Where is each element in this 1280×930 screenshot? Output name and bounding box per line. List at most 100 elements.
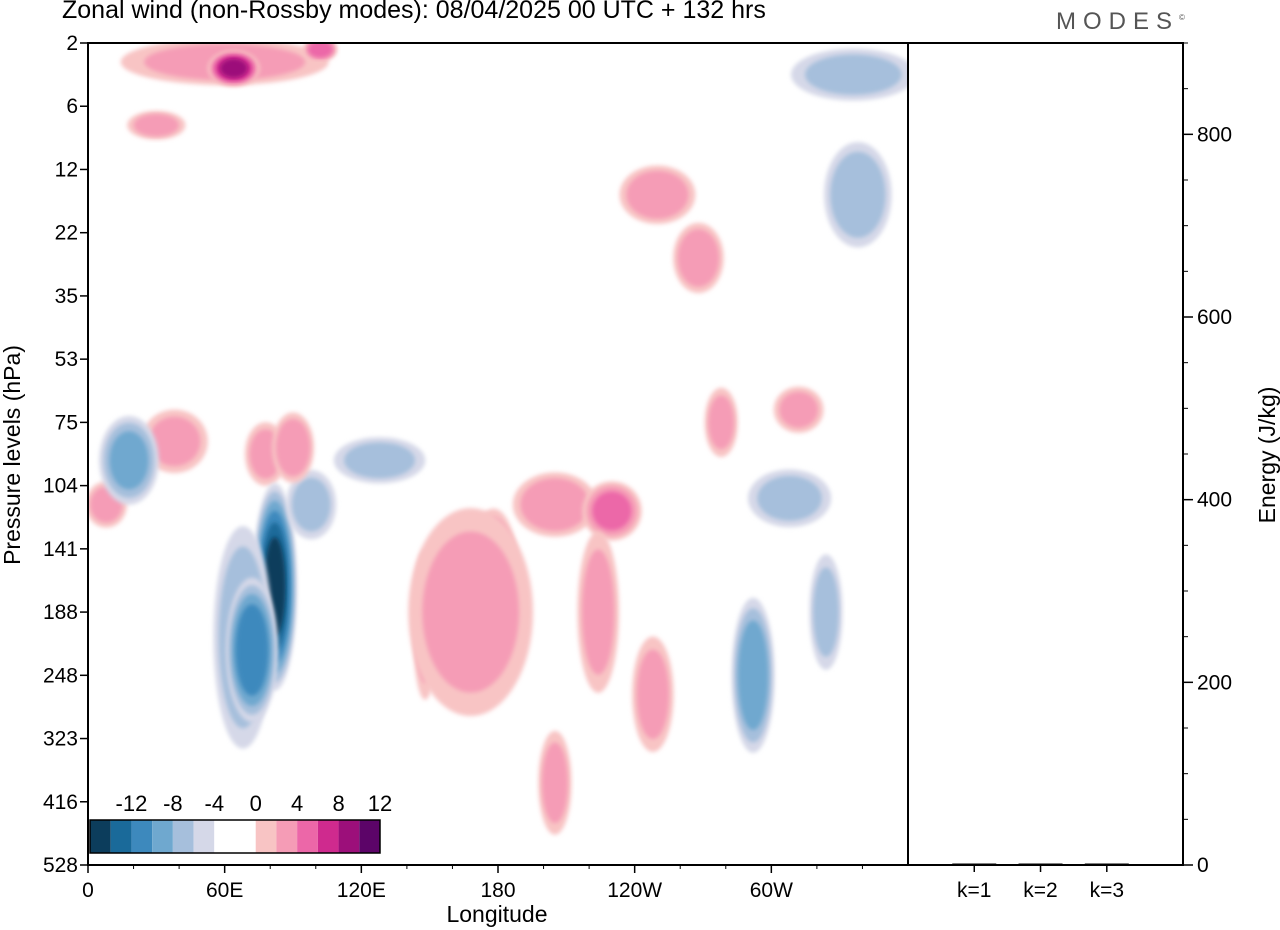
- colorbar-swatch: [297, 820, 318, 853]
- energy-panel: 0 200 400 600 800 k=1 k=2 k=3: [952, 42, 1232, 902]
- x-tick-label: 60W: [750, 879, 793, 902]
- colorbar-label: 12: [368, 791, 392, 816]
- colorbar: -12 -8 -4 0 4 8 12: [89, 791, 392, 854]
- colorbar-swatch: [110, 820, 132, 853]
- y-axis: 2 6 12 22 35 53 75 104 141 188 248 323 416 528: [43, 32, 88, 877]
- contour-level: [592, 491, 632, 531]
- brand-logo: MODES©: [1056, 8, 1185, 35]
- contour-level: [830, 151, 886, 238]
- colorbar-swatch: [255, 820, 277, 853]
- wind-anomaly-blob: [99, 415, 159, 505]
- energy-bar: [1084, 863, 1129, 865]
- contour-level: [737, 620, 769, 731]
- contour-level: [708, 395, 735, 450]
- y-tick-label: 323: [43, 728, 78, 751]
- energy-tick-label: 0: [1197, 854, 1209, 877]
- wind-anomaly-blob: [790, 48, 908, 101]
- y-tick-label: 104: [43, 475, 78, 498]
- wind-anomaly-blob: [731, 597, 775, 753]
- contour-level: [275, 418, 311, 477]
- wind-anomaly-blob: [512, 472, 598, 537]
- energy-tick-label: 200: [1197, 671, 1232, 694]
- y-tick-label: 22: [55, 222, 78, 245]
- colorbar-swatch: [338, 820, 360, 853]
- contour-level: [779, 391, 818, 428]
- contour-level: [677, 229, 720, 287]
- colorbar-label: -12: [116, 791, 148, 816]
- y-tick-label: 6: [66, 95, 78, 118]
- energy-bar: [952, 863, 997, 865]
- contour-level: [520, 478, 590, 531]
- wind-anomaly-blob: [582, 481, 642, 541]
- contour-level: [582, 549, 615, 675]
- y-tick-label: 35: [55, 285, 78, 308]
- contour-level: [220, 58, 248, 78]
- main-plot-frame: [87, 42, 909, 866]
- wind-field: [88, 43, 908, 835]
- colorbar-label: 4: [291, 791, 303, 816]
- chart-title: Zonal wind (non-Rossby modes): 08/04/202…: [62, 0, 766, 24]
- wind-anomaly-blob: [824, 142, 892, 248]
- contour-level: [422, 531, 519, 693]
- colorbar-swatch: [235, 820, 256, 853]
- wind-anomaly-blob: [303, 43, 338, 62]
- colorbar-label: -4: [205, 791, 225, 816]
- colorbar-swatch: [90, 820, 111, 853]
- wind-anomaly-blob: [207, 50, 260, 87]
- wind-anomaly-blob: [747, 469, 832, 528]
- y-tick-label: 416: [43, 791, 78, 814]
- y-tick-label: 75: [55, 411, 78, 434]
- wind-anomaly-blob: [127, 110, 186, 140]
- contour-level: [109, 431, 149, 490]
- wind-anomaly-blob: [704, 387, 738, 458]
- energy-category-label: k=1: [957, 879, 991, 902]
- energy-category-label: k=2: [1023, 879, 1057, 902]
- energy-tick-label: 800: [1197, 123, 1232, 146]
- y-tick-label: 12: [55, 158, 78, 181]
- contour-level: [805, 54, 902, 95]
- contour-level: [235, 604, 269, 696]
- y-axis-title: Pressure levels (hPa): [0, 345, 25, 565]
- wind-anomaly-blob: [773, 386, 824, 433]
- colorbar-swatch: [172, 820, 194, 853]
- x-tick-label: 180: [480, 879, 515, 902]
- contour-level: [542, 742, 568, 824]
- wind-anomaly-blob: [271, 412, 315, 483]
- contour-level: [626, 170, 689, 219]
- wind-anomaly-blob: [619, 165, 696, 225]
- x-tick-label: 120E: [337, 879, 386, 902]
- contour-level: [636, 649, 669, 739]
- contour-level: [757, 475, 822, 521]
- y-tick-label: 528: [43, 854, 78, 877]
- contour-level: [813, 567, 839, 657]
- wind-anomaly-blob: [577, 531, 620, 693]
- wind-anomaly-blob: [809, 554, 843, 670]
- colorbar-swatch: [214, 820, 235, 853]
- x-axis-title: Longitude: [446, 901, 547, 927]
- y-tick-label: 141: [43, 538, 78, 561]
- colorbar-swatch: [276, 820, 298, 853]
- x-axis: 0 60E 120E 180 120W 60W: [82, 865, 863, 902]
- wind-anomaly-blob: [673, 222, 724, 294]
- contour-level: [308, 43, 333, 58]
- energy-tick-label: 400: [1197, 489, 1232, 512]
- colorbar-swatch: [317, 820, 339, 853]
- colorbar-frame: [89, 819, 381, 854]
- contour-level: [148, 416, 201, 466]
- contour-level: [291, 477, 331, 532]
- colorbar-label: -8: [163, 791, 183, 816]
- x-tick-label: 0: [82, 879, 94, 902]
- colorbar-swatch: [131, 820, 153, 853]
- colorbar-swatch: [152, 820, 173, 853]
- wind-anomaly-blob: [538, 730, 572, 835]
- y-tick-label: 248: [43, 664, 78, 687]
- x-tick-label: 120W: [607, 879, 662, 902]
- energy-panel-frame: [907, 42, 1184, 866]
- energy-axis-title: Energy (J/kg): [1254, 387, 1280, 524]
- x-tick-label: 60E: [206, 879, 243, 902]
- y-tick-label: 188: [43, 601, 78, 624]
- colorbar-swatch: [193, 820, 215, 853]
- contour-level: [344, 442, 415, 479]
- y-tick-label: 53: [55, 348, 78, 371]
